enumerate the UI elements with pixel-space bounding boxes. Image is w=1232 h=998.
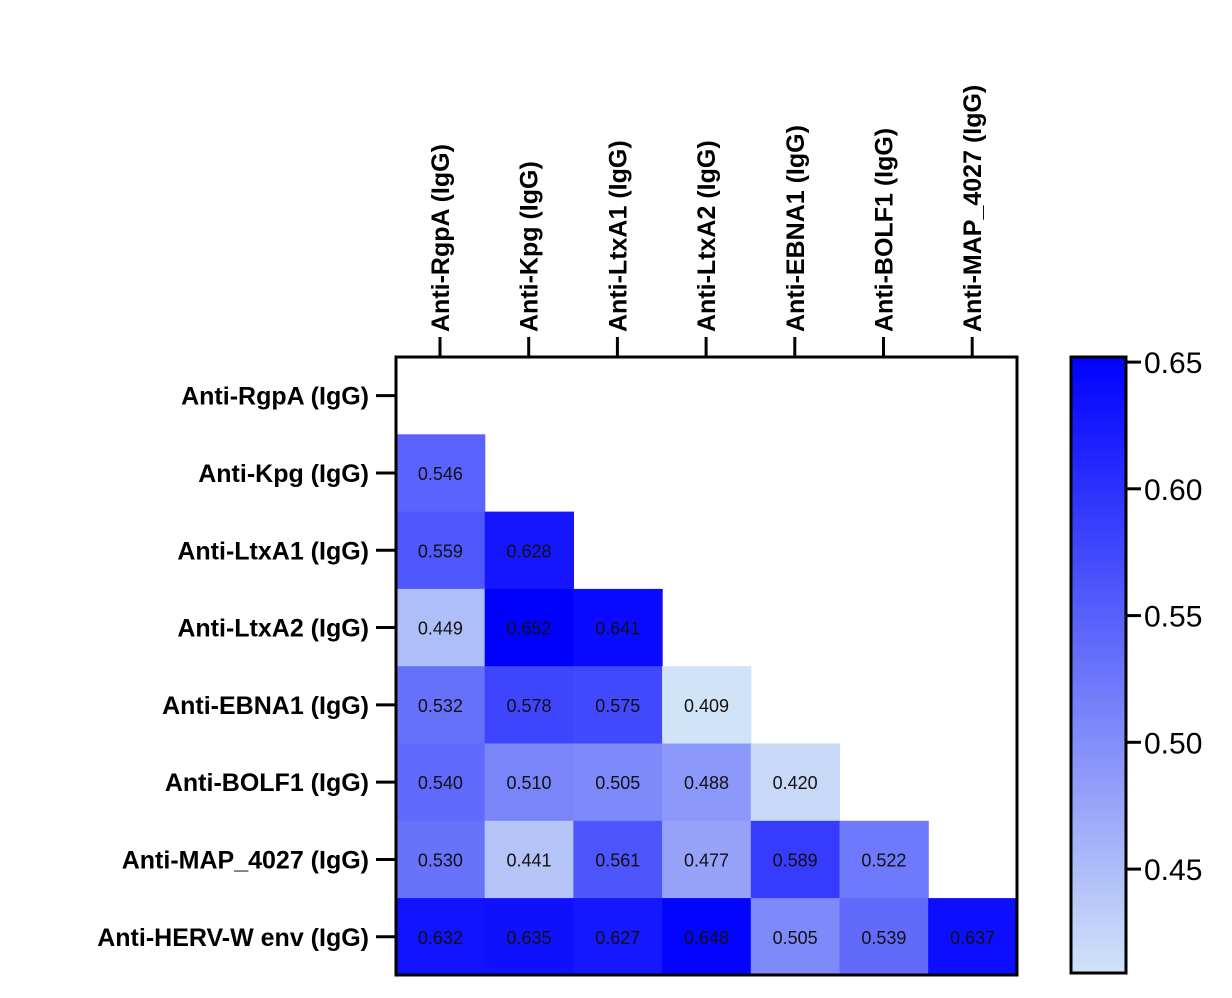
cell-value-label: 0.627	[595, 928, 640, 948]
cell-value-label: 0.578	[506, 696, 551, 716]
heatmap-cell	[484, 898, 574, 976]
heatmap-cell	[662, 666, 752, 745]
heatmap-cell	[396, 511, 486, 590]
colorbar-tick-label: 0.45	[1144, 854, 1202, 887]
heatmap-cell	[484, 588, 574, 667]
heatmap-cell	[750, 743, 841, 822]
column-tick-label: Anti-Kpg (IgG)	[516, 161, 544, 332]
heatmap-cell	[396, 743, 486, 822]
cell-value-label: 0.449	[418, 619, 463, 639]
cell-value-label: 0.477	[684, 850, 729, 870]
heatmap-cell	[662, 898, 752, 976]
cell-value-label: 0.559	[418, 541, 463, 561]
row-tick-label: Anti-MAP_4027 (IgG)	[122, 846, 369, 874]
cell-value-label: 0.637	[950, 928, 995, 948]
cell-value-label: 0.530	[418, 850, 463, 870]
heatmap-cell	[396, 434, 486, 513]
heatmap-cell	[396, 820, 486, 899]
heatmap-cell	[573, 666, 663, 745]
cell-value-label: 0.540	[418, 773, 463, 793]
heatmap-cell	[573, 820, 663, 899]
heatmap-cell	[396, 588, 486, 667]
column-tick-label: Anti-BOLF1 (IgG)	[871, 128, 899, 332]
cell-value-label: 0.641	[595, 619, 640, 639]
heatmap-cell	[484, 511, 574, 590]
heatmap-cell	[396, 666, 486, 745]
cell-value-label: 0.648	[684, 928, 729, 948]
heatmap-cell	[484, 743, 574, 822]
row-tick-label: Anti-RgpA (IgG)	[181, 383, 369, 411]
row-tick-label: Anti-HERV-W env (IgG)	[97, 924, 369, 952]
column-axis: Anti-RgpA (IgG) Anti-Kpg (IgG) Anti-LtxA1 …	[427, 85, 987, 357]
cell-value-label: 0.488	[684, 773, 729, 793]
heatmap-cell	[573, 898, 663, 976]
cell-value-label: 0.652	[506, 619, 551, 639]
heatmap-cell	[662, 820, 752, 899]
column-tick-label: Anti-LtxA2 (IgG)	[693, 140, 721, 332]
column-tick-label: Anti-MAP_4027 (IgG)	[959, 85, 987, 332]
heatmap-cell	[928, 898, 1018, 976]
heatmap-cell	[396, 898, 486, 976]
row-tick-label: Anti-EBNA1 (IgG)	[162, 692, 369, 720]
heatmap-cell	[839, 898, 929, 976]
colorbar-tick-label: 0.55	[1144, 601, 1202, 634]
heatmap-cells: 0.546 0.559 0.628 0.449 0.652 0.641 0.532 0.578…	[396, 434, 1018, 976]
row-tick-label: Anti-BOLF1 (IgG)	[165, 769, 369, 797]
cell-value-label: 0.420	[773, 773, 818, 793]
colorbar-tick-label: 0.50	[1144, 727, 1202, 760]
colorbar-tick-label: 0.60	[1144, 474, 1202, 507]
heatmap-cell	[662, 743, 752, 822]
cell-value-label: 0.539	[861, 928, 906, 948]
colorbar-tick-label: 0.65	[1144, 347, 1202, 380]
colorbar-gradient	[1069, 355, 1128, 975]
heatmap-cell	[573, 588, 663, 667]
heatmap-cell	[573, 743, 663, 822]
cell-value-label: 0.532	[418, 696, 463, 716]
column-tick-label: Anti-LtxA1 (IgG)	[604, 140, 632, 332]
cell-value-label: 0.505	[595, 773, 640, 793]
cell-value-label: 0.441	[506, 850, 551, 870]
column-tick-label: Anti-EBNA1 (IgG)	[782, 125, 810, 332]
colorbar: 0.45 0.50 0.55 0.60 0.65	[1069, 347, 1202, 975]
cell-value-label: 0.628	[506, 541, 551, 561]
heatmap-cell	[484, 666, 574, 745]
cell-value-label: 0.635	[506, 928, 551, 948]
cell-value-label: 0.561	[595, 850, 640, 870]
heatmap-cell	[750, 820, 841, 899]
cell-value-label: 0.632	[418, 928, 463, 948]
heatmap-cell	[750, 898, 841, 976]
cell-value-label: 0.522	[861, 850, 906, 870]
cell-value-label: 0.505	[773, 928, 818, 948]
row-tick-label: Anti-LtxA1 (IgG)	[177, 537, 369, 565]
heatmap-cell	[839, 820, 929, 899]
cell-value-label: 0.575	[595, 696, 640, 716]
row-tick-label: Anti-Kpg (IgG)	[198, 460, 369, 488]
heatmap-cell	[484, 820, 574, 899]
cell-value-label: 0.589	[773, 850, 818, 870]
column-tick-label: Anti-RgpA (IgG)	[427, 144, 455, 332]
row-tick-label: Anti-LtxA2 (IgG)	[177, 615, 369, 643]
cell-value-label: 0.409	[684, 696, 729, 716]
cell-value-label: 0.510	[506, 773, 551, 793]
cell-value-label: 0.546	[418, 464, 463, 484]
row-axis: Anti-RgpA (IgG) Anti-Kpg (IgG) Anti-LtxA1 …	[97, 383, 396, 952]
